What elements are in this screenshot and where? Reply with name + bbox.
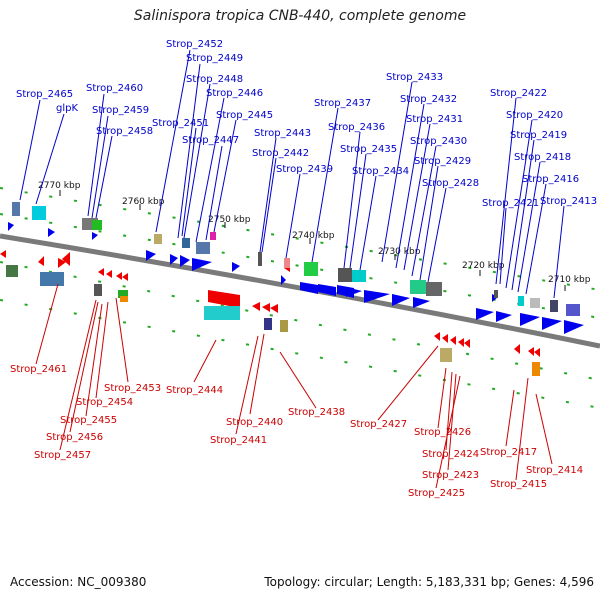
gene-label: Strop_2465 <box>16 89 73 100</box>
gene-label: Strop_2437 <box>314 98 371 109</box>
gene-label: Strop_2431 <box>406 114 463 125</box>
gene-label: Strop_2423 <box>422 470 479 481</box>
gene-label: Strop_2432 <box>400 94 457 105</box>
ruler-label: 2710 kbp <box>548 275 591 285</box>
gene-label: Strop_2428 <box>422 178 479 189</box>
gene-label: Strop_2448 <box>186 74 243 85</box>
gene-label: Strop_2414 <box>526 465 583 476</box>
accession-text: Accession: NC_009380 <box>10 575 147 589</box>
gene-label: Strop_2434 <box>352 166 409 177</box>
ruler-label: 2770 kbp <box>38 181 81 191</box>
gene-label: Strop_2417 <box>480 447 537 458</box>
gene-label: Strop_2459 <box>92 105 149 116</box>
gene-label: Strop_2430 <box>410 136 467 147</box>
gene-label: Strop_2447 <box>182 135 239 146</box>
gene-label: Strop_2438 <box>288 407 345 418</box>
forward-strand-genes <box>8 222 584 334</box>
gene-label: Strop_2420 <box>506 110 563 121</box>
feature-blocks <box>6 202 580 376</box>
ruler-labels: 2770 kbp 2760 kbp 2750 kbp 2740 kbp 2730… <box>38 181 591 285</box>
ruler-label: 2730 kbp <box>378 247 421 257</box>
gene-label: Strop_2435 <box>340 144 397 155</box>
gene-label: Strop_2415 <box>490 479 547 490</box>
gene-label: Strop_2453 <box>104 383 161 394</box>
gene-label: Strop_2413 <box>540 196 597 207</box>
forward-labels: Strop_2465 glpK Strop_2460 Strop_2459 St… <box>16 39 597 209</box>
gene-label: Strop_2439 <box>276 164 333 175</box>
gene-label: Strop_2454 <box>76 397 133 408</box>
gene-label: Strop_2421 <box>482 198 539 209</box>
gene-label: Strop_2443 <box>254 128 311 139</box>
forward-leaders <box>19 49 565 299</box>
gene-label: Strop_2442 <box>252 148 309 159</box>
gene-label: Strop_2436 <box>328 122 385 133</box>
gene-label: Strop_2460 <box>86 83 143 94</box>
ruler-ticks <box>59 190 566 291</box>
gene-label: Strop_2440 <box>226 417 283 428</box>
gene-label: Strop_2429 <box>414 156 471 167</box>
reverse-labels: Strop_2461 Strop_2453 Strop_2454 Strop_2… <box>10 364 583 499</box>
gene-label: Strop_2418 <box>514 152 571 163</box>
gene-label: Strop_2461 <box>10 364 67 375</box>
ruler-label: 2750 kbp <box>208 215 251 225</box>
gene-label: Strop_2458 <box>96 126 153 137</box>
gene-label: glpK <box>56 103 78 114</box>
page-title: Salinispora tropica CNB-440, complete ge… <box>133 8 467 24</box>
gene-label: Strop_2425 <box>408 488 465 499</box>
gene-label: Strop_2433 <box>386 72 443 83</box>
gene-label: Strop_2419 <box>510 130 567 141</box>
gene-label: Strop_2424 <box>422 449 479 460</box>
ruler-label: 2760 kbp <box>122 197 165 207</box>
gene-label: Strop_2452 <box>166 39 223 50</box>
ruler-label: 2740 kbp <box>292 231 335 241</box>
gene-label: Strop_2426 <box>414 427 471 438</box>
gene-label: Strop_2427 <box>350 419 407 430</box>
reverse-strand-genes <box>0 250 540 357</box>
gene-label: Strop_2441 <box>210 435 267 446</box>
gene-label: Strop_2457 <box>34 450 91 461</box>
reverse-leaders <box>35 283 553 489</box>
genome-backbone <box>0 233 600 349</box>
gene-label: Strop_2445 <box>216 110 273 121</box>
gene-label: Strop_2456 <box>46 432 103 443</box>
gene-label: Strop_2451 <box>152 118 209 129</box>
ruler-label: 2720 kbp <box>462 261 505 271</box>
gene-label: Strop_2422 <box>490 88 547 99</box>
gene-label: Strop_2444 <box>166 385 223 396</box>
gene-label: Strop_2416 <box>522 174 579 185</box>
gene-label: Strop_2449 <box>186 53 243 64</box>
genome-summary-text: Topology: circular; Length: 5,183,331 bp… <box>264 575 594 589</box>
gene-label: Strop_2455 <box>60 415 117 426</box>
gene-label: Strop_2446 <box>206 88 263 99</box>
